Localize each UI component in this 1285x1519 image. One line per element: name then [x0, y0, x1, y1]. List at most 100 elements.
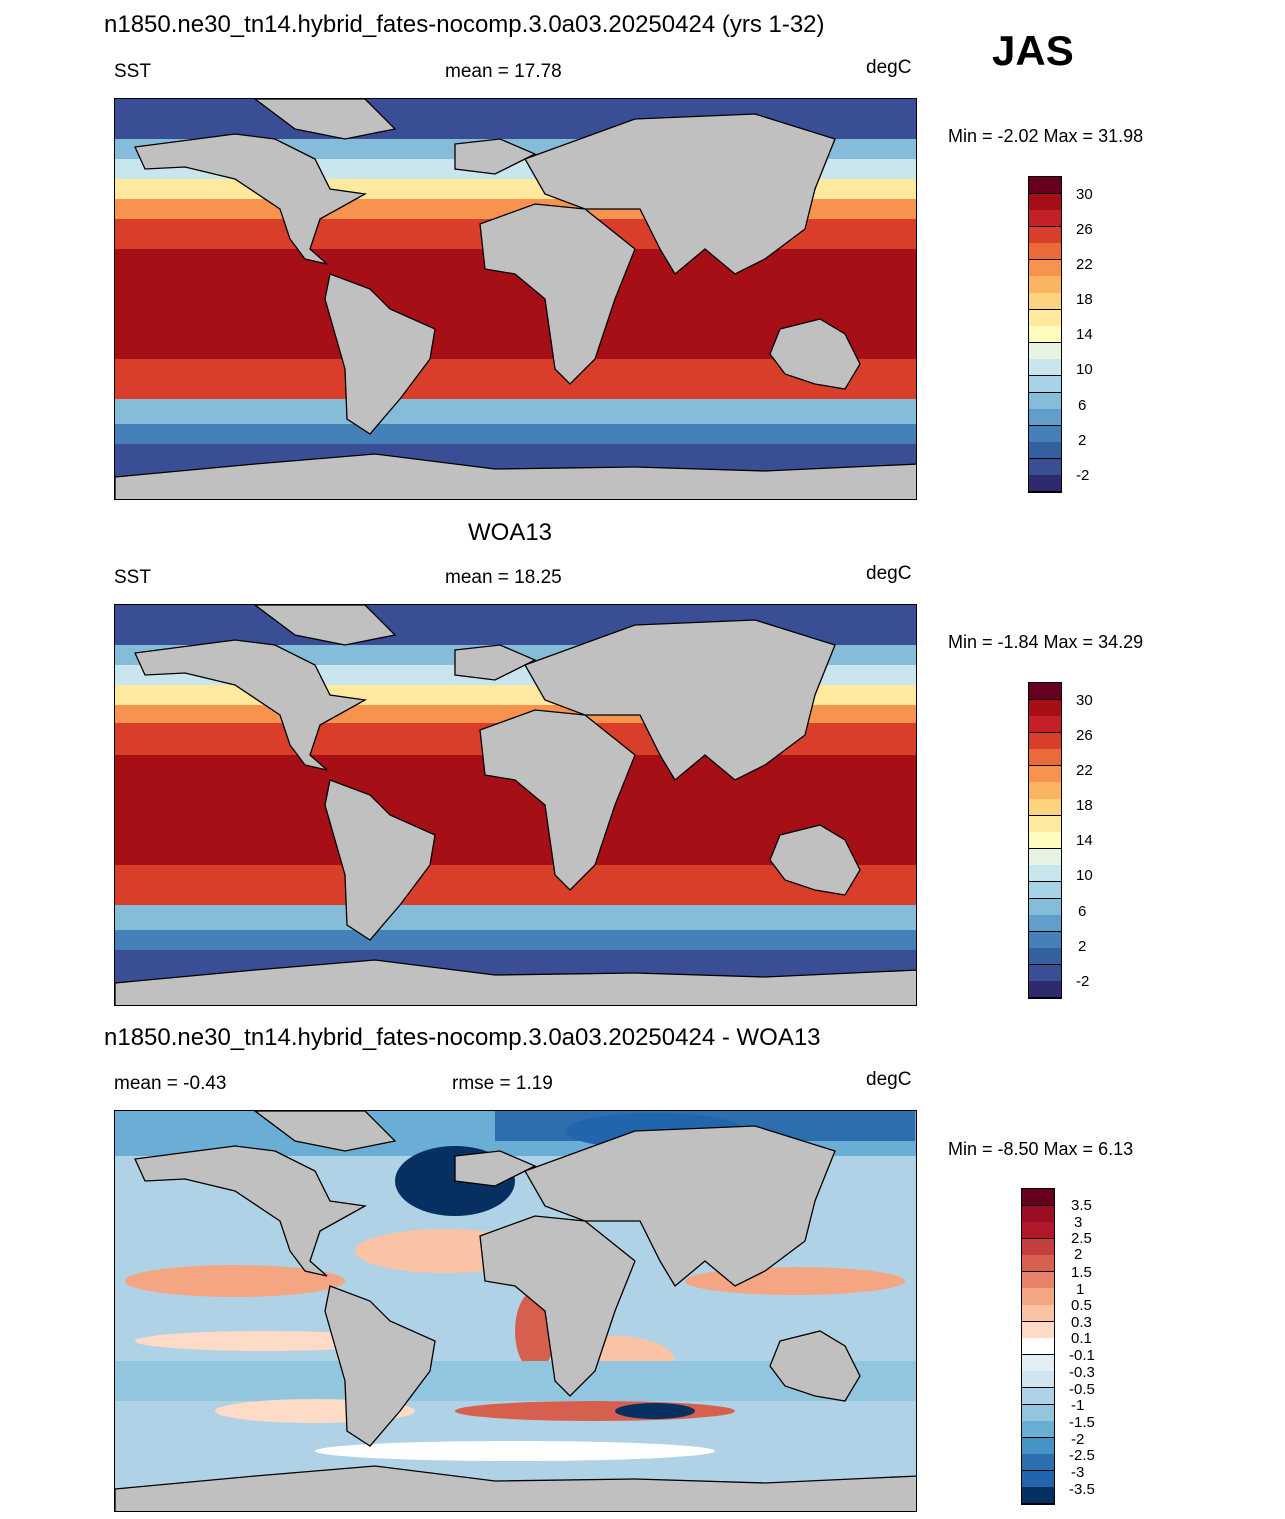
diff-cbar-tick: 0.3	[1071, 1314, 1092, 1331]
panel2-units-label: degC	[866, 563, 912, 584]
sst-cbar2-box	[1029, 765, 1061, 783]
diff-cbar-tick: 3.5	[1071, 1197, 1092, 1214]
diff-cbar-tick: -2.5	[1069, 1447, 1095, 1464]
sst-cbar2-box	[1029, 799, 1061, 817]
diff-cbar-tick: -1.5	[1069, 1414, 1095, 1431]
sst-cbar1-box	[1029, 425, 1061, 443]
sst-cbar1-tick: 30	[1076, 186, 1093, 203]
diff-cbar-box	[1022, 1387, 1054, 1406]
diff-cbar-box	[1022, 1371, 1054, 1389]
sst-cbar1-box	[1029, 293, 1061, 311]
sst-cbar1-box	[1029, 193, 1061, 211]
sst-cbar1-box	[1029, 243, 1061, 261]
diff-cbar-tick: 3	[1074, 1214, 1083, 1231]
diff-cbar-tick: -3	[1071, 1464, 1085, 1481]
sst-cbar2-tick: 2	[1078, 938, 1087, 955]
diff-cbar-box	[1022, 1189, 1054, 1207]
sst-cbar1-box	[1029, 442, 1061, 460]
panel1-title: n1850.ne30_tn14.hybrid_fates-nocomp.3.0a…	[104, 11, 825, 38]
sst-cbar1-tick: 26	[1076, 221, 1093, 238]
panel2-title: WOA13	[468, 519, 553, 546]
diff-cbar-box	[1022, 1437, 1054, 1455]
sst-colorbar-2	[1028, 682, 1062, 999]
panel3-title: n1850.ne30_tn14.hybrid_fates-nocomp.3.0a…	[104, 1024, 821, 1051]
sst-cbar2-box	[1029, 915, 1061, 933]
sst-cbar1-box	[1029, 392, 1061, 410]
panel2-map	[114, 604, 917, 1006]
sst-cbar2-box	[1029, 749, 1061, 767]
sst-cbar2-box	[1029, 732, 1061, 750]
sst-cbar1-box	[1029, 342, 1061, 360]
sst-cbar2-box	[1029, 815, 1061, 833]
sst-cbar1-box	[1029, 359, 1061, 377]
sst-cbar2-box	[1029, 981, 1061, 999]
panel2-minmax-label: Min = -1.84 Max = 34.29	[948, 632, 1144, 652]
sst-cbar1-tick: 14	[1076, 326, 1093, 343]
sst-cbar2-box	[1029, 832, 1061, 850]
sst-cbar2-tick: 30	[1076, 692, 1093, 709]
diff-cbar-tick: -0.3	[1069, 1364, 1095, 1381]
panel3-minmax-label: Min = -8.50 Max = 6.13	[948, 1139, 1134, 1159]
sst-cbar2-box	[1029, 881, 1061, 900]
sst-cbar1-box	[1029, 475, 1061, 493]
sst-cbar1-tick: 18	[1076, 291, 1093, 308]
sst-cbar2-box	[1029, 964, 1061, 982]
diff-cbar-box	[1022, 1255, 1054, 1273]
diff-cbar-tick: -1	[1071, 1397, 1085, 1414]
panel1-map	[114, 98, 917, 500]
sst-cbar2-tick: 10	[1076, 867, 1093, 884]
sst-cbar2-box	[1029, 948, 1061, 966]
panel2-mean-label: mean = 18.25	[445, 567, 562, 588]
sst-cbar1-box	[1029, 458, 1061, 476]
panel3-rmse-label: rmse = 1.19	[452, 1073, 553, 1094]
sst-cbar2-box	[1029, 716, 1061, 734]
diff-cbar-tick: 2.5	[1071, 1230, 1092, 1247]
diff-cbar-box	[1022, 1470, 1054, 1488]
diff-cbar-tick: 2	[1074, 1246, 1083, 1263]
panel1-left-label: SST	[114, 61, 151, 82]
diff-cbar-tick: 0.5	[1071, 1297, 1092, 1314]
sst-cbar2-tick: -2	[1076, 973, 1090, 990]
panel1-units-label: degC	[866, 57, 912, 78]
sst-cbar2-tick: 26	[1076, 727, 1093, 744]
diff-cbar-box	[1022, 1421, 1054, 1439]
sst-cbar2-box	[1029, 865, 1061, 883]
sst-cbar2-box	[1029, 699, 1061, 717]
sst-cbar1-tick: -2	[1076, 467, 1090, 484]
diff-colorbar	[1021, 1188, 1055, 1505]
sst-cbar1-box	[1029, 409, 1061, 427]
diff-cbar-box	[1022, 1404, 1054, 1422]
diff-cbar-box	[1022, 1487, 1054, 1505]
diff-cbar-tick: 1	[1076, 1281, 1085, 1298]
sst-cbar2-tick: 18	[1076, 797, 1093, 814]
diff-cbar-box	[1022, 1238, 1054, 1256]
season-label: JAS	[992, 27, 1074, 74]
diff-cbar-box	[1022, 1305, 1054, 1323]
diff-cbar-tick: -2	[1071, 1431, 1085, 1448]
diff-cbar-box	[1022, 1354, 1054, 1372]
sst-cbar2-tick: 14	[1076, 832, 1093, 849]
sst-cbar1-box	[1029, 177, 1061, 195]
sst-cbar1-box	[1029, 309, 1061, 327]
diff-cbar-box	[1022, 1454, 1054, 1472]
sst-cbar2-box	[1029, 931, 1061, 949]
sst-cbar2-tick: 22	[1076, 762, 1093, 779]
sst-cbar1-tick: 2	[1078, 432, 1087, 449]
sst-cbar1-tick: 22	[1076, 256, 1093, 273]
sst-cbar2-box	[1029, 898, 1061, 916]
sst-cbar2-box	[1029, 848, 1061, 866]
sst-cbar2-box	[1029, 782, 1061, 800]
diff-cbar-box	[1022, 1288, 1054, 1306]
diff-cbar-tick: -3.5	[1069, 1481, 1095, 1498]
diff-cbar-box	[1022, 1205, 1054, 1223]
panel3-mean-label: mean = -0.43	[114, 1073, 227, 1094]
panel1-mean-label: mean = 17.78	[445, 61, 562, 82]
diff-cbar-tick: 0.1	[1071, 1330, 1092, 1347]
sst-colorbar-1	[1028, 176, 1062, 493]
panel2-left-label: SST	[114, 567, 151, 588]
diff-cbar-tick: -0.1	[1069, 1347, 1095, 1364]
sst-cbar1-box	[1029, 375, 1061, 394]
sst-cbar2-box	[1029, 683, 1061, 701]
panel3-units-label: degC	[866, 1069, 912, 1090]
sst-cbar1-box	[1029, 259, 1061, 277]
